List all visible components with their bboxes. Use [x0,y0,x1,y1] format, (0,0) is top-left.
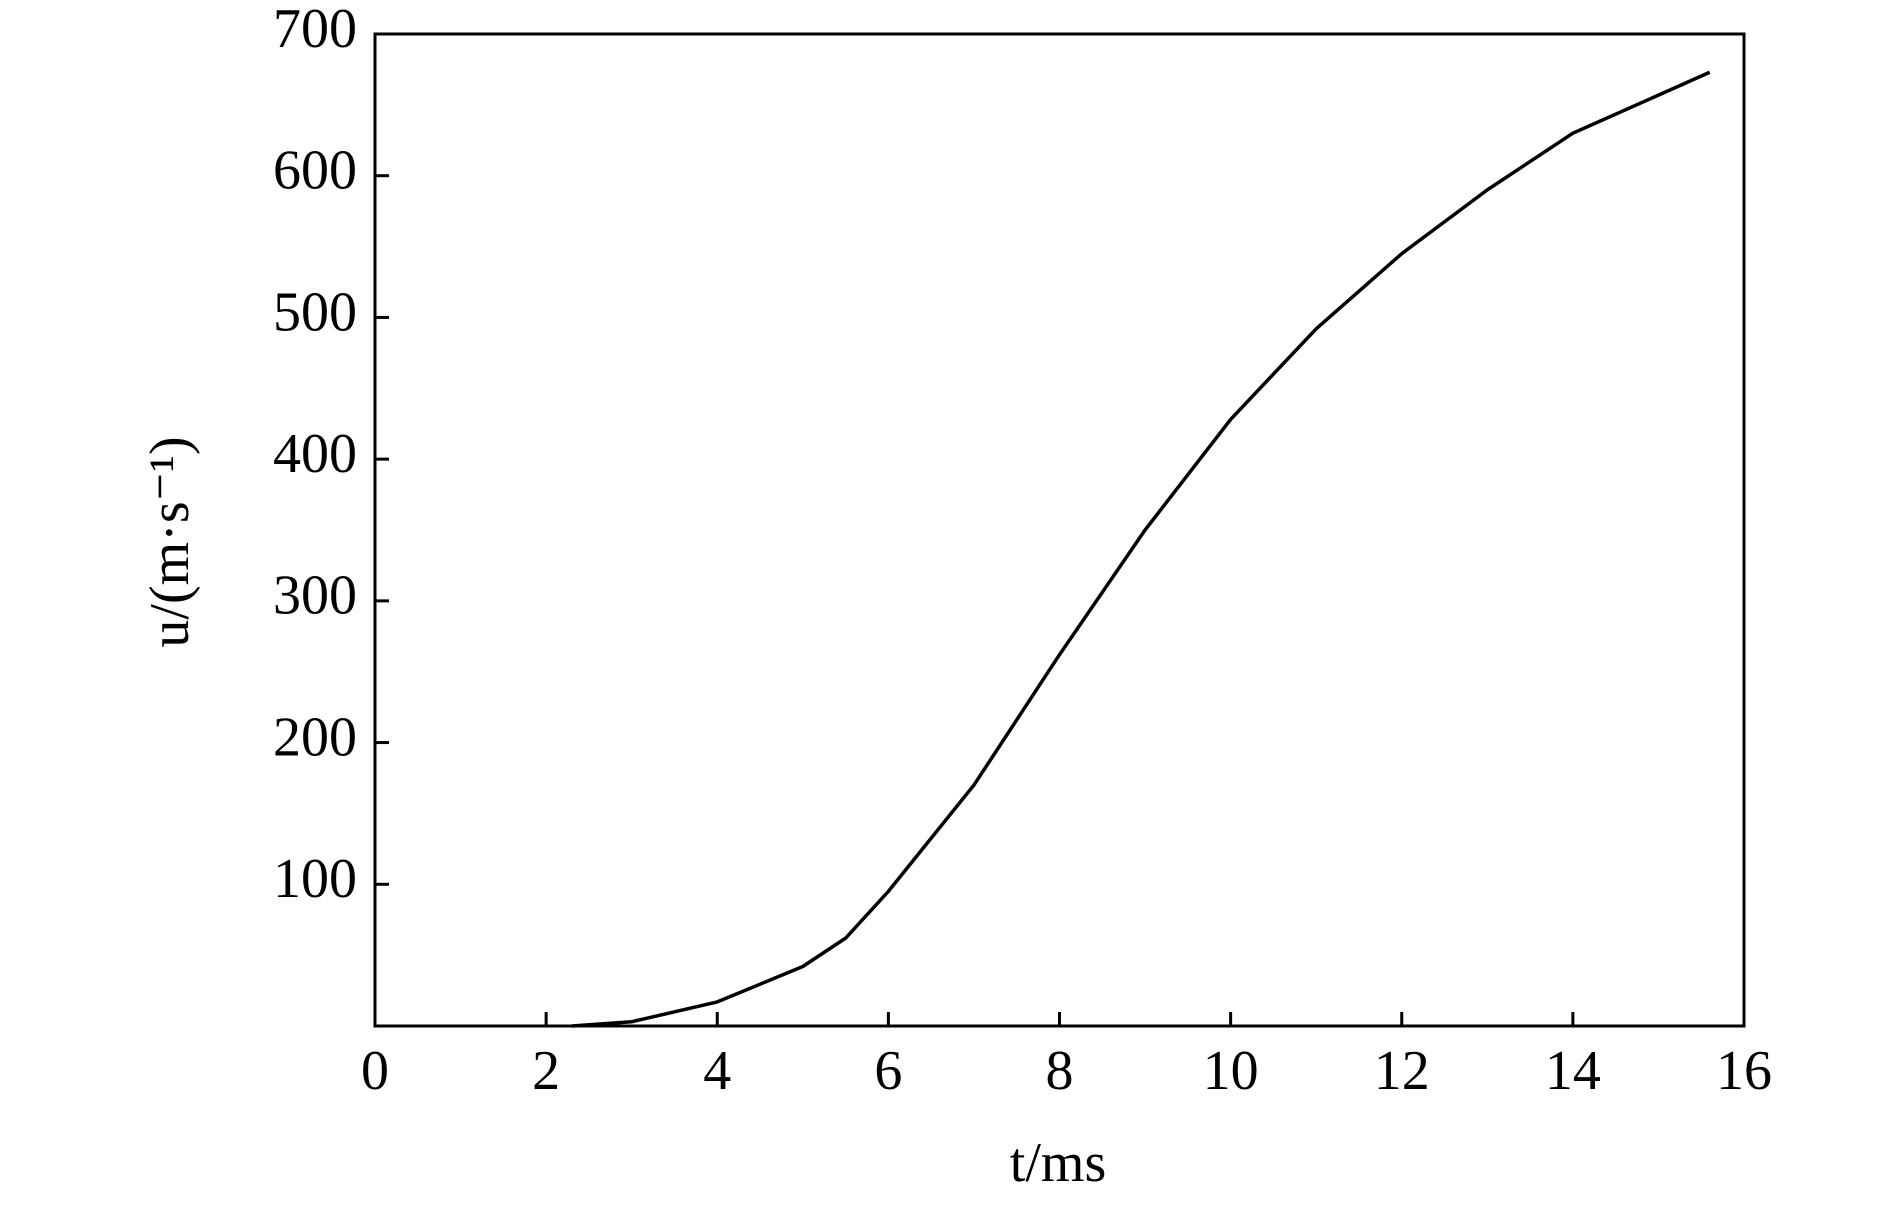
x-tick-label: 6 [874,1040,902,1102]
data-line [571,70,1711,1028]
x-axis-label: t/ms [1010,1132,1106,1194]
y-tick-label: 200 [273,706,357,768]
x-tick-label: 12 [1374,1040,1430,1102]
x-tick-label: 2 [532,1040,560,1102]
y-tick-label: 600 [273,140,357,202]
x-tick-label: 16 [1716,1040,1772,1102]
x-tick-label: 4 [703,1040,731,1102]
y-tick-label: 700 [273,0,357,60]
plot-frame [373,32,1746,1028]
y-tick-label: 300 [273,565,357,627]
y-tick-label: 500 [273,281,357,343]
y-tick-label: 400 [273,423,357,485]
x-tick-label: 10 [1203,1040,1259,1102]
y-axis-label: u/(m·s⁻¹) [139,436,201,647]
x-tick-label: 14 [1545,1040,1601,1102]
y-tick-label: 100 [273,848,357,910]
x-tick-label: 0 [361,1040,389,1102]
x-tick-label: 8 [1046,1040,1074,1102]
